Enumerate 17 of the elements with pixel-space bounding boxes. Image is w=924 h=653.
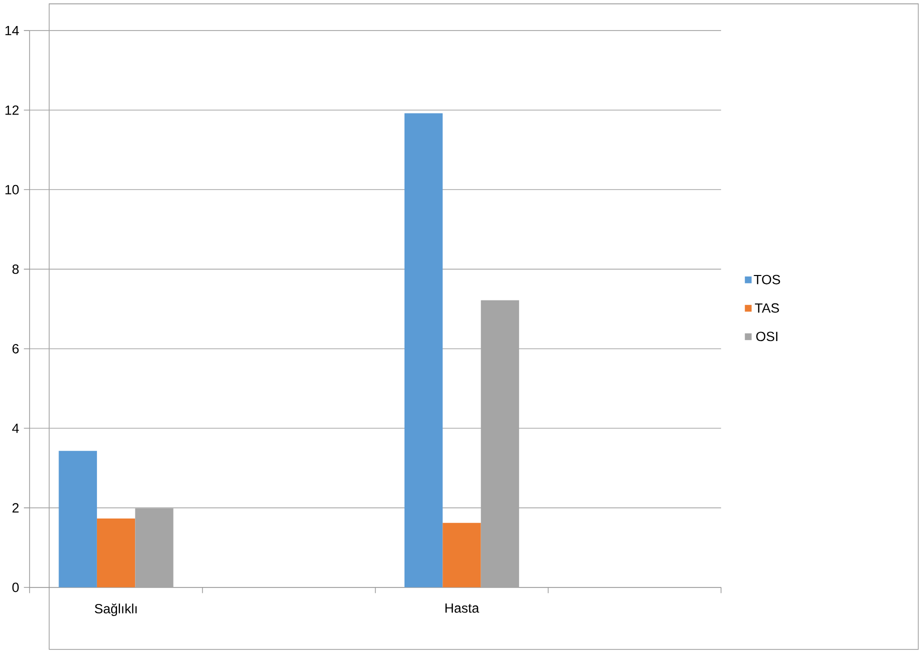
y-tick-label: 2 [12,503,19,512]
bar [58,450,97,588]
legend-label: OSI [756,332,778,342]
legend-label: TOS [754,274,780,284]
y-tick-label: 10 [5,184,19,194]
y-tick-label: 14 [5,26,19,36]
y-tick-label: 12 [5,105,19,115]
bar [96,518,136,588]
y-tick-label: 0 [12,582,19,592]
bar [442,522,481,588]
y-tick-label: 8 [12,264,19,274]
x-tick-label: Hasta [445,603,480,613]
bar [404,113,443,588]
y-tick-label: 4 [12,424,19,433]
y-tick-label: 6 [12,344,19,354]
legend-label: TAS [754,303,779,313]
x-tick-label: Sağlıklı [94,603,137,616]
